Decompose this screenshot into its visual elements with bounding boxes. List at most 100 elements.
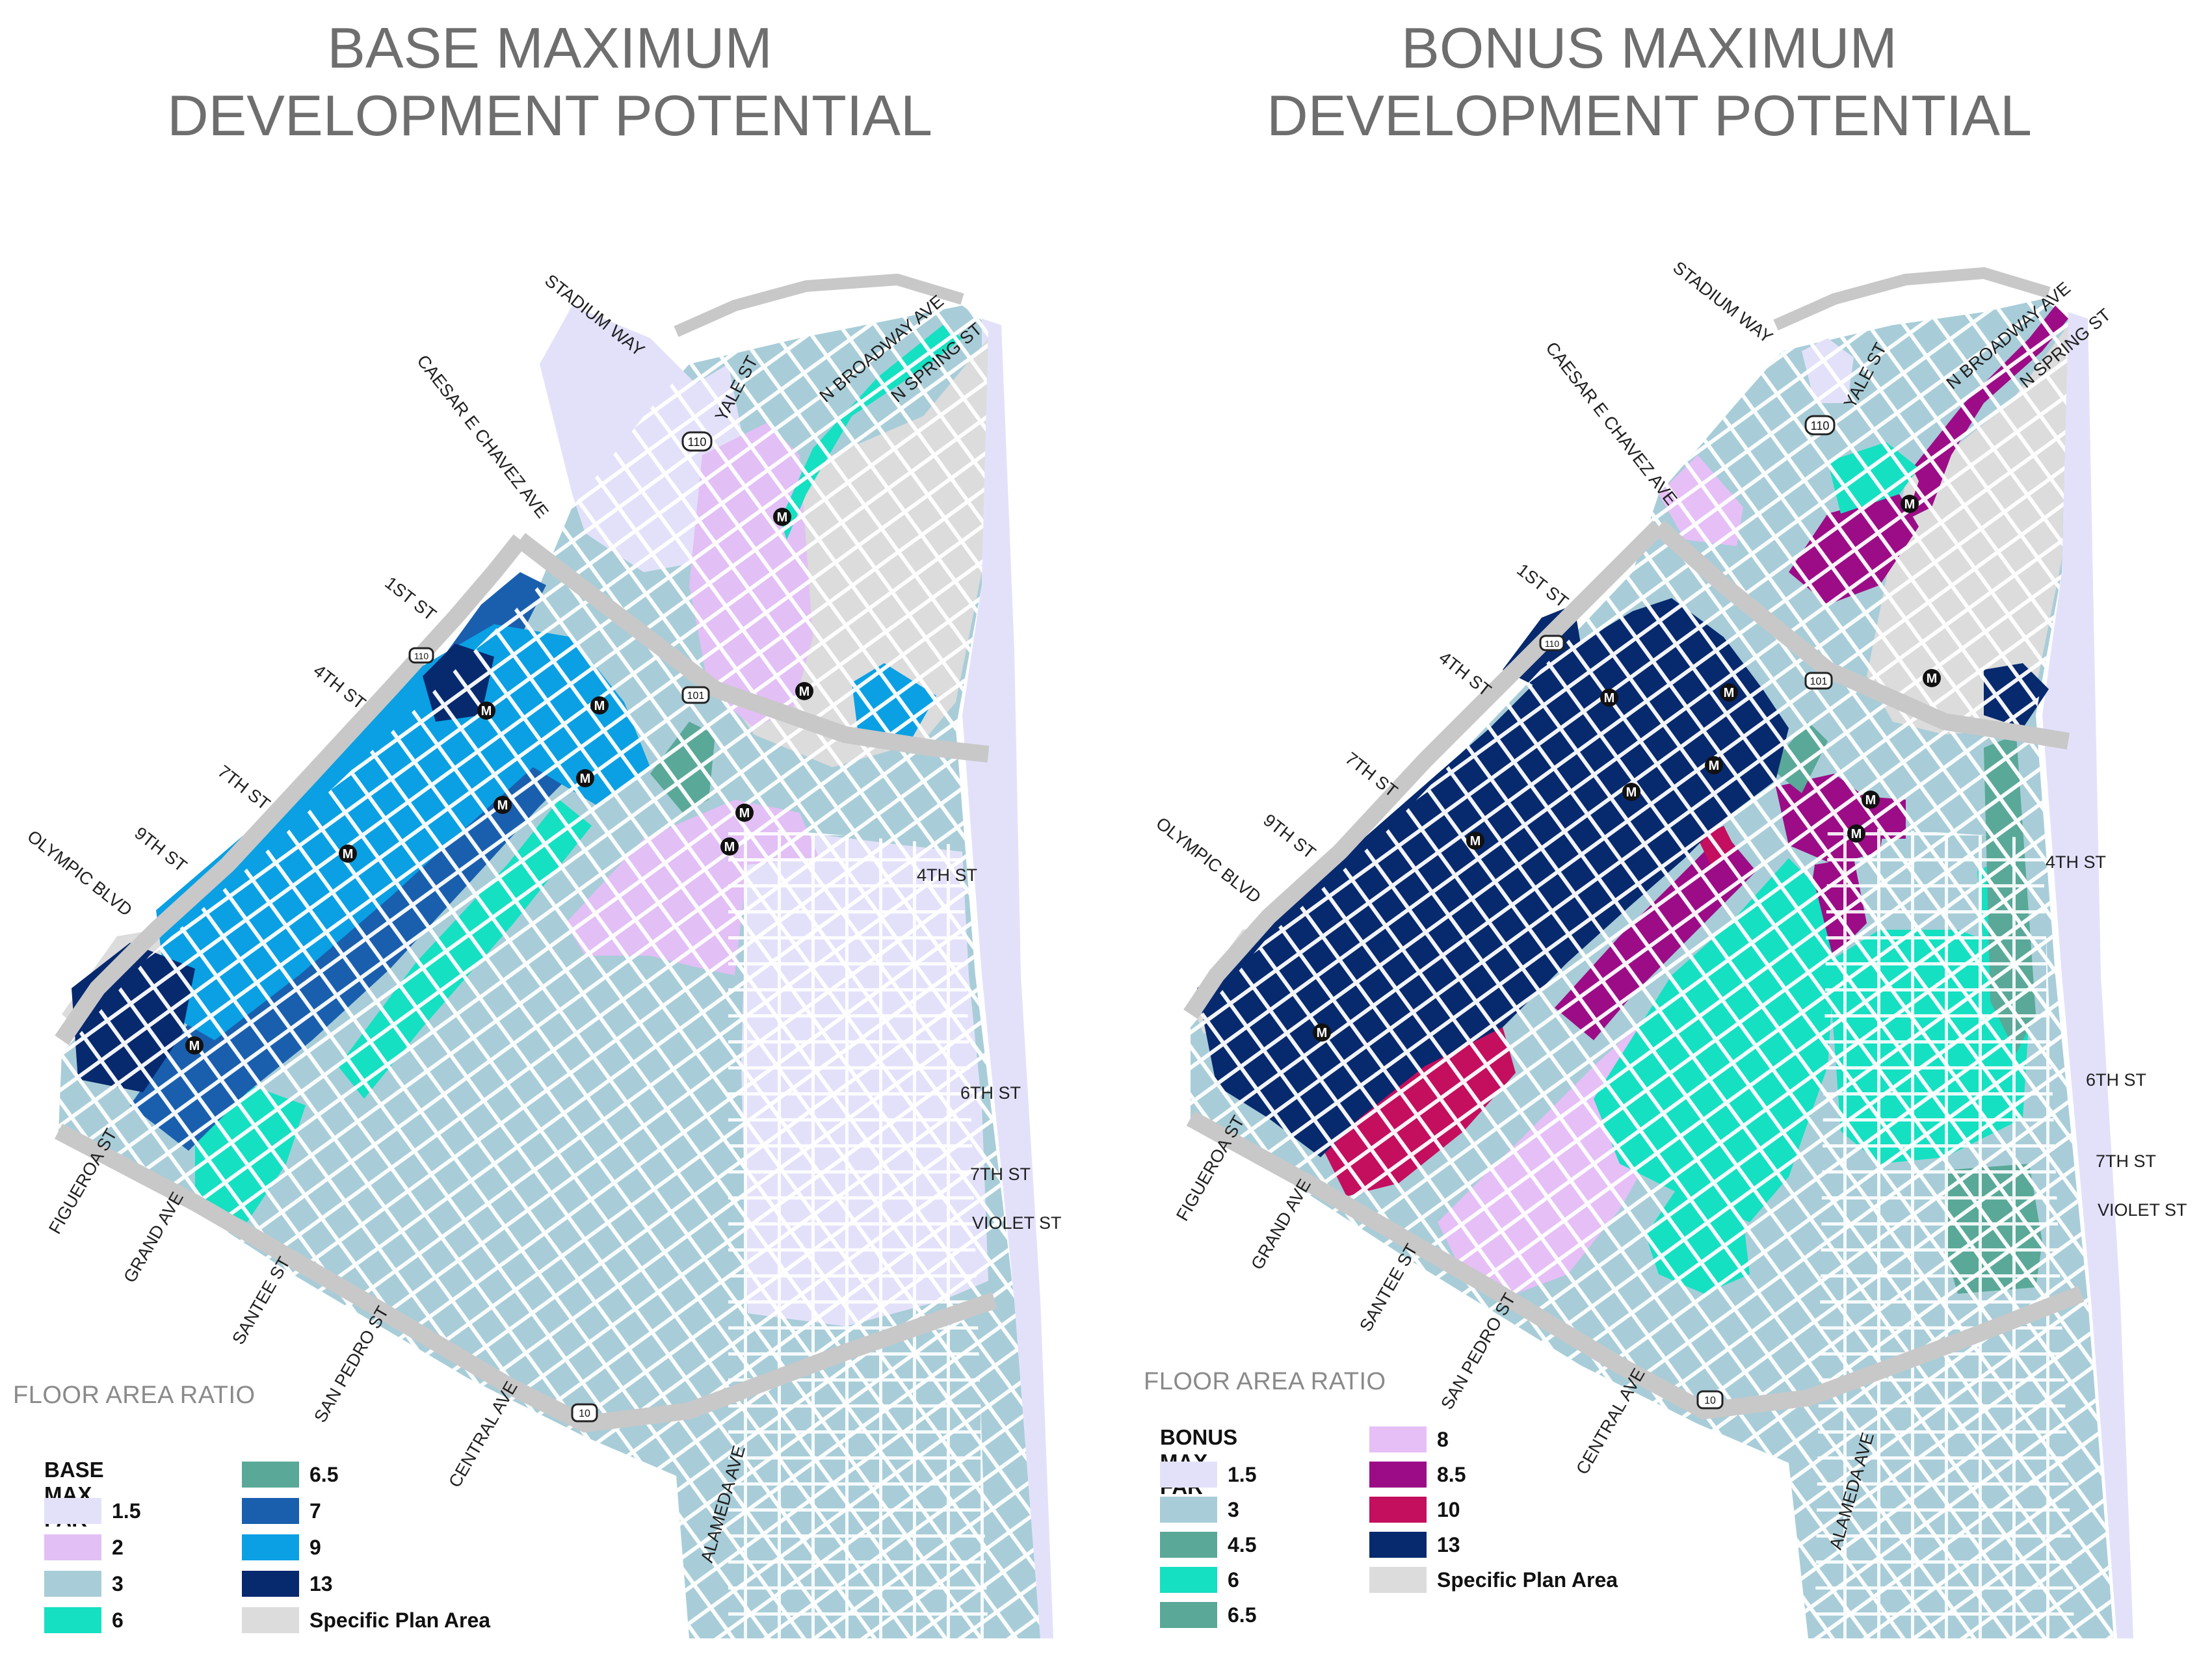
legend-item-6: 6 — [1160, 1566, 1239, 1594]
hwy-110-label-2: 110 — [414, 651, 429, 661]
hwy-10-label: 10 — [579, 1408, 590, 1419]
legend-item-specific-plan: Specific Plan Area — [242, 1606, 490, 1634]
legend-label: 10 — [1437, 1497, 1460, 1521]
hwy-101-shield: 101 — [681, 686, 710, 704]
legend-swatch — [1160, 1462, 1217, 1488]
title-line-1: BASE MAXIMUM — [327, 16, 772, 80]
legend-swatch — [1369, 1532, 1427, 1558]
metro-letter: M — [1927, 672, 1938, 686]
metro-letter: M — [1317, 1026, 1328, 1040]
far-1-5-river — [2042, 312, 2133, 1638]
caesar-chavez-label: CAESAR E CHAVEZ AVE — [413, 351, 552, 521]
far-1-5-river — [962, 319, 1053, 1638]
metro-icon: M — [185, 1036, 204, 1055]
seventh-st-east-label: 7TH ST — [2096, 1151, 2156, 1171]
legend-item-6-5: 6.5 — [242, 1460, 338, 1489]
metro-letter: M — [724, 840, 735, 854]
legend-item-6-5: 6.5 — [1160, 1601, 1256, 1629]
freeway-110 — [1183, 520, 1665, 1019]
metro-stations: M M M M M M M M M M — [1313, 495, 1941, 1042]
first-st-label: 1ST ST — [381, 573, 440, 625]
legend-item-6: 6 — [44, 1606, 124, 1634]
legend-swatch — [1369, 1497, 1427, 1523]
legend-item-13: 13 — [242, 1569, 333, 1598]
metro-letter: M — [1604, 691, 1615, 705]
legend-item-10: 10 — [1369, 1495, 1460, 1524]
metro-icon: M — [494, 796, 512, 814]
legend-label: 13 — [309, 1571, 333, 1595]
sixth-st-label: 6TH ST — [960, 1083, 1021, 1103]
legend-label: 6.5 — [1228, 1603, 1257, 1627]
seventh-st-east-label: 7TH ST — [970, 1164, 1031, 1184]
santee-st-label: SANTEE ST — [1356, 1240, 1421, 1335]
hwy-10-shield: 10 — [1696, 1390, 1724, 1410]
bonus-far-map: 110 110 101 10 M M M M M M M M M M — [1152, 257, 2187, 1638]
olympic-blvd-label: OLYMPIC BLVD — [23, 826, 136, 920]
seventh-st-west-label: 7TH ST — [214, 761, 274, 814]
hwy-110-label: 110 — [688, 436, 707, 449]
legend-swatch — [1160, 1497, 1217, 1523]
legend-label: 4.5 — [1228, 1532, 1257, 1556]
legend-label: 1.5 — [112, 1499, 141, 1523]
hwy-110-shield-2: 110 — [1539, 635, 1565, 651]
legend-item-7: 7 — [242, 1497, 321, 1525]
legend-item-1-5: 1.5 — [44, 1497, 140, 1525]
legend-item-specific-plan: Specific Plan Area — [1369, 1566, 1618, 1594]
base-far-map: 110 110 101 10 M M M M M M M M M M — [23, 270, 1062, 1638]
hwy-110-shield-2: 110 — [408, 647, 434, 664]
ninth-st-label: 9TH ST — [131, 823, 191, 876]
metro-icon: M — [1923, 669, 1941, 687]
legend-label: 3 — [1228, 1497, 1239, 1521]
hwy-110-shield: 110 — [1804, 415, 1836, 436]
legend-swatch — [1160, 1602, 1217, 1628]
hwy-101-shield: 101 — [1804, 672, 1833, 690]
legend-swatch — [1369, 1567, 1427, 1593]
first-st-label: 1ST ST — [1513, 560, 1572, 612]
metro-icon: M — [576, 769, 594, 787]
freeway-5 — [1773, 267, 2051, 331]
legend-item-13: 13 — [1369, 1530, 1460, 1559]
metro-stations: M M M M M M M M M M — [185, 508, 813, 1055]
hwy-101-label: 101 — [687, 690, 705, 702]
metro-icon: M — [1622, 783, 1640, 801]
panel-title: BONUS MAXIMUM DEVELOPMENT POTENTIAL — [1100, 14, 2199, 150]
metro-icon: M — [1862, 791, 1880, 809]
hwy-110-shield: 110 — [681, 431, 713, 452]
metro-letter: M — [1626, 785, 1637, 800]
freeway-101 — [515, 532, 990, 763]
metro-letter: M — [1470, 834, 1481, 848]
fourth-st-west-label: 4TH ST — [1435, 648, 1495, 700]
metro-letter: M — [799, 685, 810, 699]
metro-letter: M — [481, 704, 492, 718]
legend-label: 2 — [112, 1535, 124, 1559]
legend-item-2: 2 — [44, 1533, 124, 1562]
legend-swatch — [44, 1571, 101, 1597]
freeway-10 — [54, 1123, 998, 1433]
title-line-2: DEVELOPMENT POTENTIAL — [1267, 83, 2032, 148]
legend-label: 6.5 — [309, 1462, 339, 1486]
central-ave-label: CENTRAL AVE — [1572, 1365, 1649, 1478]
metro-icon: M — [1705, 756, 1723, 774]
freeway-5 — [674, 273, 964, 337]
freeway-10 — [1186, 1110, 2085, 1420]
legend-label: 6 — [112, 1608, 124, 1632]
fourth-st-east-label: 4TH ST — [2046, 852, 2106, 872]
metro-letter: M — [1724, 686, 1735, 700]
hwy-10-shield: 10 — [571, 1403, 598, 1423]
violet-st-label: VIOLET ST — [972, 1213, 1062, 1233]
floor-area-ratio-label: FLOOR AREA RATIO — [1144, 1368, 1386, 1395]
legend-swatch — [44, 1607, 101, 1633]
hwy-110-label: 110 — [1811, 419, 1830, 432]
metro-icon: M — [720, 837, 739, 856]
metro-letter: M — [739, 806, 750, 820]
metro-icon: M — [1313, 1023, 1331, 1042]
stadium-way-label: STADIUM WAY — [1669, 257, 1776, 347]
freeway-110 — [55, 534, 527, 1045]
street-grid-east — [1815, 826, 2075, 1638]
legend-item-9: 9 — [242, 1533, 321, 1562]
legend-swatch — [44, 1534, 101, 1560]
metro-icon: M — [590, 696, 609, 715]
metro-icon: M — [339, 845, 357, 863]
legend-label: 6 — [1228, 1568, 1239, 1592]
legend-item-3: 3 — [1160, 1495, 1239, 1524]
